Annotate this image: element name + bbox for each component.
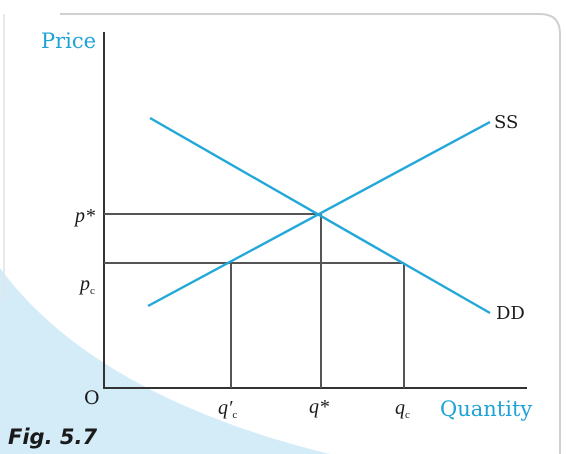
figure-frame	[60, 13, 561, 454]
demand-label: DD	[496, 303, 525, 324]
decorative-panel	[0, 268, 330, 454]
origin-label: O	[84, 387, 100, 409]
supply-label: SS	[494, 112, 518, 133]
demand-curve	[149, 116, 491, 315]
p-star-label: p*	[73, 205, 95, 227]
q-c-label: qc	[395, 397, 410, 421]
y-axis-label: Price	[41, 29, 96, 53]
figure-caption: Fig. 5.7	[8, 425, 97, 449]
q-star-label: q*	[309, 396, 329, 418]
x-axis-label: Quantity	[440, 397, 532, 421]
q-prime-c-label: q′c	[218, 397, 237, 421]
p-c-label: pc	[78, 273, 95, 297]
